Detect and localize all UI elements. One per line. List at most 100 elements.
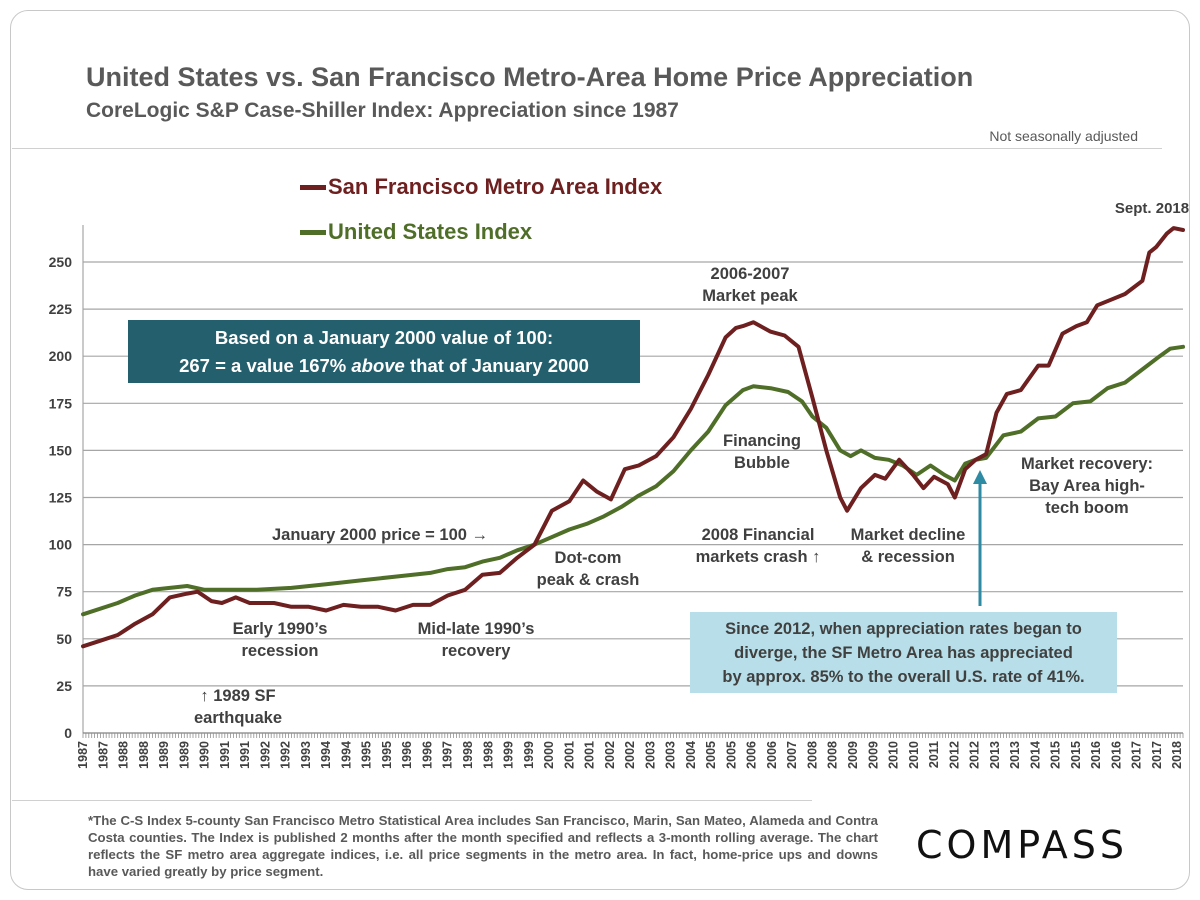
x-tick-label: 2011: [927, 741, 941, 768]
x-tick-label: 2007: [785, 741, 799, 769]
legend-label-us: United States Index: [328, 219, 533, 244]
x-tick-label: 2016: [1089, 741, 1103, 769]
x-tick-label: 2012: [968, 741, 982, 769]
annotation-text: 2006-2007: [710, 265, 790, 283]
x-tick-label: 1991: [238, 741, 252, 769]
annotation-text: Bay Area high-: [1029, 477, 1145, 495]
annotation-jan-2000: January 2000 price = 100 →: [271, 526, 489, 544]
x-tick-label: 2012: [947, 741, 961, 769]
x-tick-label: 2005: [704, 741, 718, 769]
callout-line2: diverge, the SF Metro Area has appreciat…: [734, 644, 1073, 662]
x-tick-label: 1989: [177, 741, 191, 769]
x-tick-label: 1996: [400, 741, 414, 769]
sf-index-line: [81, 226, 1185, 649]
y-tick-label: 250: [49, 254, 73, 270]
legend-us: United States Index: [300, 219, 532, 245]
x-tick-label: 2003: [643, 741, 657, 769]
x-tick-label: 2013: [988, 741, 1002, 769]
annotation-market-peak: 2006-2007 Market peak: [702, 263, 797, 307]
annotation-text: Early 1990’s: [232, 620, 328, 638]
x-tick-label: 2002: [623, 741, 637, 769]
annotation-mid-late-1990s: Mid-late 1990’s recovery: [418, 618, 535, 662]
annotation-text: Mid-late 1990’s: [417, 620, 535, 638]
x-tick-label: 2014: [1028, 741, 1042, 769]
x-tick-label: 2018: [1170, 741, 1184, 769]
x-tick-label: 1998: [481, 741, 495, 769]
x-tick-label: 2005: [724, 741, 738, 769]
annotation-early-1990s: Early 1990’s recession: [233, 618, 328, 662]
header-divider: [12, 148, 1162, 149]
x-tick-label: 1994: [339, 741, 353, 769]
x-tick-label: 1999: [502, 741, 516, 769]
x-tick-label: 2013: [1008, 741, 1022, 769]
x-tick-label: 1994: [319, 741, 333, 769]
callout-line1: Since 2012, when appreciation rates bega…: [725, 620, 1082, 638]
x-tick-label: 2003: [664, 741, 678, 769]
x-tick-label: 1991: [218, 741, 232, 769]
x-tick-label: 2009: [846, 741, 860, 769]
y-tick-label: 0: [64, 725, 72, 741]
x-tick-label: 2009: [866, 741, 880, 769]
x-tick-label: 2017: [1130, 741, 1144, 769]
us-index-line: [81, 344, 1185, 617]
info-box-text-b: that of January 2000: [404, 355, 589, 376]
annotation-text: Dot-com: [554, 549, 622, 567]
x-tick-label: 2010: [907, 741, 921, 769]
annotation-2008-crash: 2008 Financial markets crash ↑: [696, 524, 821, 568]
info-box-line2: 267 = a value 167% above that of January…: [128, 352, 640, 380]
x-tick-label: 2015: [1069, 741, 1083, 769]
x-tick-label: 1998: [461, 741, 475, 769]
annotation-text: tech boom: [1045, 499, 1129, 517]
x-tick-label: 1993: [299, 741, 313, 769]
x-minor-ticks: [82, 733, 1184, 738]
compass-logo: COMPASS: [916, 823, 1128, 867]
x-tick-label: 2015: [1049, 741, 1063, 769]
annotation-market-recovery: Market recovery: Bay Area high-tech boom: [1021, 453, 1153, 519]
annotation-text: markets crash ↑: [695, 548, 821, 566]
x-tick-label: 2006: [765, 741, 779, 769]
info-box-line1: Based on a January 2000 value of 100:: [214, 327, 554, 348]
annotation-text: peak & crash: [536, 571, 640, 589]
x-tick-label: 1989: [157, 741, 171, 769]
y-tick-label: 75: [56, 584, 72, 600]
annotation-dotcom: Dot-com peak & crash: [537, 547, 640, 591]
annotation-text: recovery: [441, 642, 511, 660]
legend-label-sf: San Francisco Metro Area Index: [328, 174, 663, 199]
x-tick-label: 1996: [421, 741, 435, 769]
x-tick-label: 1999: [522, 741, 536, 769]
annotation-text: recession: [241, 642, 319, 660]
y-tick-label: 100: [49, 537, 73, 553]
annotation-text: ↑ 1989 SF: [200, 687, 276, 705]
chart-title: United States vs. San Francisco Metro-Ar…: [86, 62, 974, 92]
annotation-text: Financing: [723, 432, 801, 450]
footnote: *The C-S Index 5-county San Francisco Me…: [88, 813, 878, 879]
y-tick-label: 200: [49, 348, 73, 364]
annotation-text: Market peak: [702, 287, 798, 305]
legend-swatch-us: [300, 229, 326, 235]
x-tick-label: 1997: [441, 741, 455, 769]
x-tick-label: 2008: [806, 741, 820, 769]
callout-box: Since 2012, when appreciation rates bega…: [690, 612, 1117, 693]
x-tick-label: 2001: [583, 741, 597, 769]
annotation-text: earthquake: [193, 709, 283, 727]
x-tick-label: 2001: [562, 741, 576, 769]
x-tick-label: 1990: [198, 741, 212, 769]
x-tick-label: 2004: [684, 741, 698, 769]
x-tick-label: 1992: [279, 741, 293, 769]
annotation-1989-earthquake: ↑ 1989 SF earthquake: [194, 685, 282, 729]
legend-swatch-sf: [300, 184, 326, 190]
callout-line3: by approx. 85% to the overall U.S. rate …: [722, 668, 1085, 686]
x-tick-label: 2002: [603, 741, 617, 769]
x-tick-label: 1987: [76, 741, 90, 769]
x-tick-label: 2006: [745, 741, 759, 769]
annotation-text: Market decline: [850, 526, 966, 544]
y-tick-label: 150: [49, 442, 73, 458]
info-box-emphasis: above: [351, 355, 405, 376]
y-tick-label: 25: [56, 678, 72, 694]
x-tick-label: 2000: [542, 741, 556, 769]
annotation-financing-bubble: Financing Bubble: [723, 430, 801, 474]
info-box-text-a: 267 = a value 167%: [179, 355, 352, 376]
callout-arrow-head-icon: [973, 470, 987, 484]
x-tick-label: 2016: [1109, 741, 1123, 769]
